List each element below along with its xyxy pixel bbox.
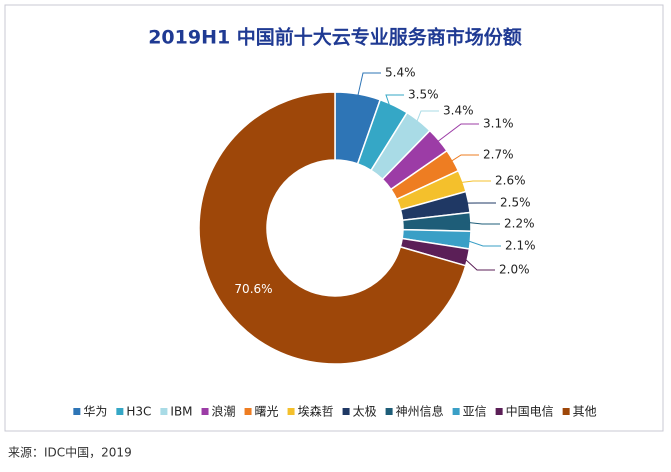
legend-label: IBM (170, 405, 192, 419)
data-label: 70.6% (234, 282, 272, 296)
data-label: 2.0% (499, 263, 530, 277)
legend-swatch (202, 408, 209, 415)
legend-label: 曙光 (255, 405, 279, 419)
legend-swatch (343, 408, 350, 415)
data-label: 2.7% (483, 148, 514, 162)
legend-label: 华为 (83, 405, 107, 419)
legend-label: H3C (126, 405, 151, 419)
legend-label: 中国电信 (506, 404, 554, 419)
legend-swatch (453, 408, 460, 415)
legend-swatch (563, 408, 570, 415)
legend-swatch (116, 408, 123, 415)
data-label: 3.4% (443, 104, 474, 118)
data-label: 2.2% (504, 217, 535, 231)
data-label: 5.4% (385, 66, 416, 80)
data-label: 2.5% (500, 196, 531, 210)
data-label: 3.1% (483, 117, 514, 131)
legend-swatch (288, 408, 295, 415)
legend-label: 浪潮 (212, 404, 236, 419)
legend-swatch (245, 408, 252, 415)
legend-label: 其他 (573, 405, 597, 419)
legend-swatch (73, 408, 80, 415)
data-label: 2.1% (505, 239, 536, 253)
legend-swatch (160, 408, 167, 415)
legend-swatch (496, 408, 503, 415)
legend-label: 埃森哲 (298, 404, 334, 419)
legend-label: 神州信息 (396, 404, 444, 419)
legend-swatch (386, 408, 393, 415)
source-note: 来源：IDC中国，2019 (8, 445, 132, 460)
data-label: 3.5% (408, 88, 439, 102)
legend-label: 亚信 (463, 405, 487, 419)
legend-label: 太极 (353, 404, 377, 419)
chart-frame (5, 5, 663, 431)
data-label: 2.6% (495, 174, 526, 188)
chart-title: 2019H1 中国前十大云专业服务商市场份额 (148, 26, 522, 49)
